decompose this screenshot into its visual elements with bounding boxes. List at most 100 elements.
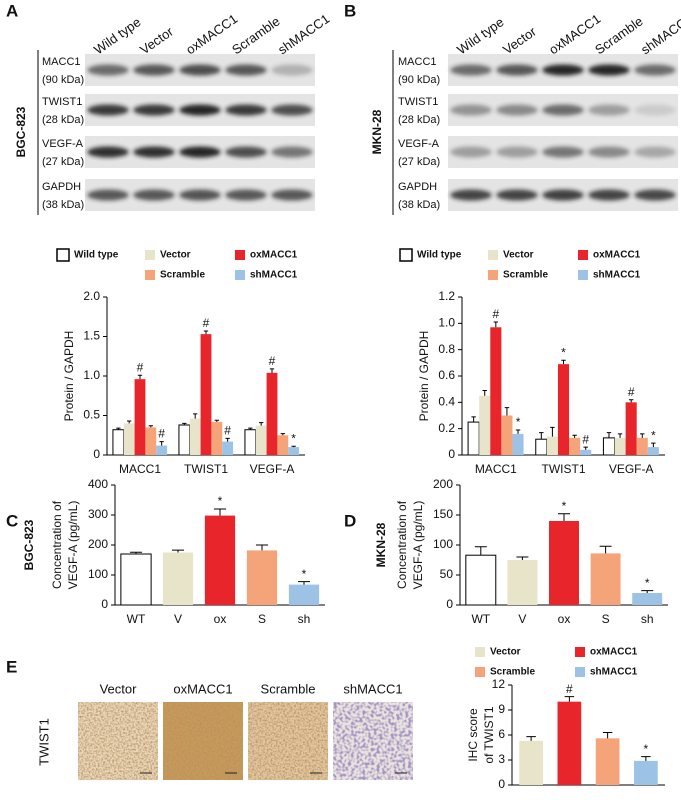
bar [519, 740, 543, 785]
bar [479, 395, 491, 455]
legend-label: Wild type [417, 250, 462, 261]
legend-swatch [235, 250, 245, 260]
band [588, 64, 630, 76]
error-bar [159, 441, 164, 446]
row-label: TWIST1 [36, 718, 51, 766]
y-axis-label: of TWIST1 [482, 706, 496, 763]
significance-mark: # [566, 682, 573, 696]
legend-label: shMACC1 [590, 667, 638, 678]
legend-label: shMACC1 [593, 270, 641, 281]
y-tick-label: 9 [498, 702, 505, 716]
protein-label: TWIST1 [398, 96, 438, 108]
x-tick-label: TWIST1 [184, 462, 228, 476]
band [271, 146, 313, 158]
error-bar [213, 508, 227, 516]
size-label: (28 kDa) [42, 114, 84, 126]
bar [465, 554, 497, 606]
error-bar [641, 756, 651, 761]
bar [557, 701, 582, 785]
protein-label: GAPDH [42, 181, 81, 193]
legend-label: oxMACC1 [590, 647, 638, 658]
band [496, 146, 538, 158]
y-tick-label: 0 [101, 597, 108, 611]
bar [123, 423, 135, 455]
bar [200, 334, 212, 455]
y-tick-label: 0.4 [438, 395, 455, 409]
bar [647, 447, 659, 455]
band [588, 189, 630, 201]
error-bar [482, 389, 487, 396]
panel-label: D [344, 511, 356, 530]
y-axis-label: Concentration of [50, 500, 64, 589]
significance-mark: * [218, 494, 223, 508]
band [133, 104, 175, 116]
band [542, 146, 584, 158]
band [179, 146, 221, 158]
ihc-texture [163, 702, 243, 780]
x-tick-label: S [258, 612, 266, 626]
x-tick-label: S [602, 612, 610, 626]
legend-swatch [575, 667, 585, 677]
bar [266, 372, 278, 455]
band [225, 146, 267, 158]
panel-label: E [6, 657, 17, 676]
x-tick-label: TWIST1 [542, 462, 586, 476]
y-axis-label: IHC score [466, 708, 480, 762]
legend-label: Vector [490, 647, 521, 658]
bar [244, 429, 257, 456]
bar [277, 435, 289, 455]
significance-mark: * [562, 499, 567, 513]
size-label: (27 kDa) [42, 156, 84, 168]
bar [535, 438, 548, 456]
legend-label: Scramble [503, 270, 548, 281]
protein-label: MACC1 [42, 56, 81, 68]
y-tick-label: 0 [446, 597, 453, 611]
band [450, 189, 492, 201]
error-bar [280, 433, 285, 436]
bar [467, 421, 480, 456]
significance-mark: # [158, 427, 165, 441]
y-axis-label: Protein / GAPDH [417, 331, 431, 422]
cell-line-label: MKN-28 [370, 109, 384, 154]
bar [507, 560, 538, 605]
bar [255, 425, 267, 455]
bar [636, 437, 648, 455]
y-tick-label: 400 [88, 477, 108, 491]
ihc-texture [78, 702, 158, 780]
error-bar [225, 437, 230, 442]
bar [614, 437, 626, 455]
error-bar [127, 420, 132, 424]
size-label: (38 kDa) [42, 199, 84, 211]
band [634, 64, 676, 76]
ihc-texture [333, 702, 413, 780]
error-bar [269, 368, 275, 373]
legend-label: Vector [160, 250, 191, 261]
image-label: Scramble [261, 681, 316, 696]
error-bar [583, 446, 588, 450]
protein-label: TWIST1 [42, 96, 82, 108]
x-tick-label: WT [471, 612, 490, 626]
significance-mark: * [291, 431, 296, 445]
error-bar [493, 321, 499, 328]
error-bar [129, 551, 143, 554]
significance-mark: * [651, 428, 656, 442]
y-tick-label: 0 [448, 447, 455, 461]
legend-label: shMACC1 [250, 270, 298, 281]
bar [490, 327, 502, 455]
legend-label: Scramble [490, 667, 535, 678]
band [496, 189, 538, 201]
y-tick-label: 12 [492, 677, 506, 691]
bar [156, 445, 168, 455]
legend-swatch [578, 270, 588, 280]
error-bar [641, 590, 654, 593]
significance-mark: * [645, 576, 650, 590]
significance-mark: * [302, 567, 307, 581]
size-label: (38 kDa) [398, 199, 440, 211]
legend-label: oxMACC1 [250, 250, 298, 261]
size-label: (90 kDa) [398, 74, 440, 86]
image-label: oxMACC1 [173, 681, 232, 696]
error-bar [203, 330, 209, 335]
significance-mark: # [492, 307, 499, 321]
band [542, 104, 584, 116]
band [133, 146, 175, 158]
